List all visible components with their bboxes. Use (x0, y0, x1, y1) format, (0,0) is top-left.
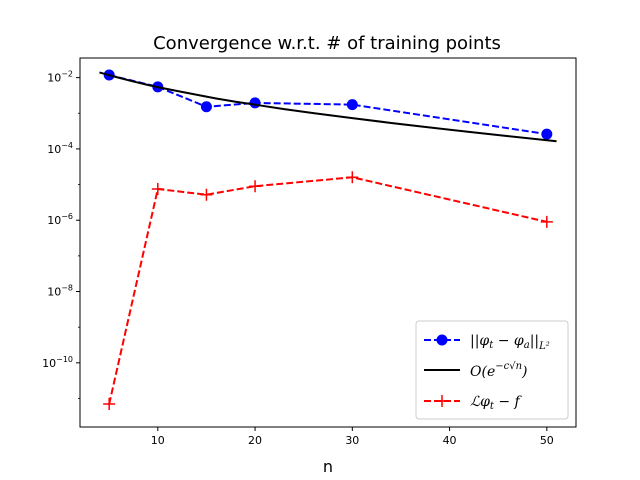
x-tick-label: 50 (540, 434, 554, 447)
data-point (151, 183, 164, 196)
data-point (541, 128, 553, 140)
data-point (200, 101, 212, 113)
data-point (200, 188, 213, 201)
series-line-2 (108, 176, 548, 405)
y-tick-label: 10−8 (47, 284, 73, 299)
legend-marker-l2-error (436, 334, 448, 346)
y-tick-label: 10−4 (47, 141, 73, 156)
x-tick-label: 20 (248, 434, 262, 447)
series-line-1 (99, 71, 557, 143)
legend-label-l2-error: ||φt − φa||L² (470, 333, 550, 352)
legend-label-rate: O(e−c√n) (470, 361, 528, 380)
legend-marker-residual (436, 395, 448, 407)
x-tick-label: 10 (151, 434, 165, 447)
y-tick-label: 10−6 (47, 212, 73, 227)
legend-label-residual: ℒφt − f (470, 394, 523, 412)
data-point (103, 398, 116, 411)
x-tick-label: 40 (443, 434, 457, 447)
chart-title: Convergence w.r.t. # of training points (153, 33, 501, 54)
data-point (346, 171, 359, 184)
x-tick-label: 30 (345, 434, 359, 447)
data-point (346, 99, 358, 111)
x-axis: 10 20 30 40 50 (151, 427, 554, 447)
y-tick-label: 10−10 (42, 355, 73, 370)
legend-box (415, 320, 569, 420)
data-point (540, 215, 553, 228)
y-tick-label: 10−2 (47, 70, 73, 85)
series-layer (99, 69, 557, 411)
x-axis-label: n (323, 457, 333, 476)
legend: ||φt − φa||L² O(e−c√n) ℒφt − f (415, 320, 569, 420)
data-point (249, 180, 262, 193)
data-point (249, 97, 261, 109)
y-axis: 10−2 10−4 10−6 10−8 10−10 (42, 70, 80, 399)
